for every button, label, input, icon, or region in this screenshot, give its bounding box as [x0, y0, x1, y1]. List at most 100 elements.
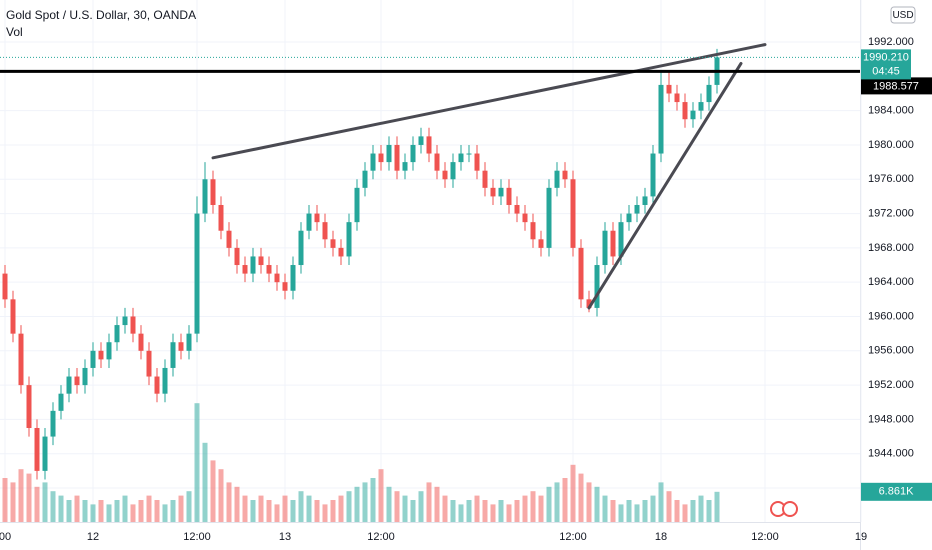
- volume-bar: [626, 500, 632, 522]
- volume-bar: [458, 504, 464, 522]
- chart-title: Gold Spot / U.S. Dollar, 30, OANDA: [6, 8, 196, 22]
- candle-body: [490, 187, 496, 197]
- x-tick-label: 12:00: [751, 531, 779, 543]
- candle-body: [250, 256, 256, 274]
- candle-body: [234, 247, 240, 266]
- volume-bar: [314, 500, 320, 522]
- y-tick-label: 1992.000: [868, 36, 914, 48]
- volume-bar: [106, 504, 112, 522]
- candle-body: [154, 376, 160, 394]
- candle-body: [442, 170, 448, 180]
- trendline: [587, 61, 743, 310]
- volume-bar: [266, 500, 272, 522]
- volume-bar: [50, 491, 56, 522]
- volume-bar: [322, 504, 328, 522]
- candle-body: [602, 230, 608, 266]
- candle-body: [418, 136, 424, 145]
- candle-body: [306, 213, 312, 231]
- trendline: [211, 43, 767, 160]
- volume-bar: [66, 500, 72, 522]
- x-tick-label: 18: [655, 531, 667, 543]
- volume-bar: [714, 491, 720, 522]
- volume-bar: [210, 460, 216, 522]
- candle-body: [106, 342, 112, 360]
- volume-bar: [202, 442, 208, 522]
- candle-body: [50, 410, 56, 437]
- x-tick-label: 13: [279, 531, 291, 543]
- volume-bar: [370, 478, 376, 522]
- volume-label: Vol: [6, 25, 23, 39]
- y-tick-label: 1944.000: [868, 448, 914, 460]
- volume-bar: [658, 482, 664, 522]
- volume-bar: [498, 500, 504, 522]
- volume-bar: [562, 478, 568, 522]
- candle-body: [210, 179, 216, 205]
- x-tick-label: 12:00: [367, 531, 395, 543]
- volume-bar: [186, 491, 192, 522]
- candle-body: [98, 350, 104, 360]
- candle-body: [162, 367, 168, 394]
- candle-body: [274, 273, 280, 283]
- candle-body: [202, 179, 208, 214]
- level-label-box: [861, 77, 932, 95]
- volume-label-box: [861, 482, 932, 501]
- volume-bar: [402, 495, 408, 522]
- volume-bar: [618, 504, 624, 522]
- volume-bar: [594, 486, 600, 522]
- candle-body: [458, 153, 464, 163]
- candle-body: [378, 153, 384, 163]
- volume-bar: [530, 491, 536, 522]
- candle-body: [426, 136, 432, 154]
- candle-body: [194, 213, 200, 334]
- volume-bar: [26, 473, 32, 522]
- candle-body: [474, 153, 480, 171]
- volume-bar: [538, 495, 544, 522]
- volume-bar: [162, 504, 168, 522]
- x-tick-label: 19: [855, 531, 867, 543]
- candle-body: [90, 350, 96, 368]
- candle-body: [506, 187, 512, 205]
- candle-body: [146, 350, 152, 377]
- candle-body: [626, 213, 632, 223]
- candle-body: [450, 162, 456, 180]
- x-tick-label: 12: [87, 531, 99, 543]
- currency-box[interactable]: [890, 6, 916, 24]
- volume-bar: [138, 500, 144, 522]
- candle-body: [570, 179, 576, 248]
- volume-bar: [282, 495, 288, 522]
- volume-bar: [130, 504, 136, 522]
- candle-body: [522, 213, 528, 223]
- volume-bar: [698, 495, 704, 522]
- volume-bar: [18, 469, 24, 522]
- candle-body: [66, 376, 72, 394]
- candle-body: [706, 84, 712, 103]
- candle-body: [554, 170, 560, 188]
- candle-body: [410, 144, 416, 163]
- volume-bar: [82, 500, 88, 522]
- volume-bar: [466, 500, 472, 522]
- candles: [2, 48, 720, 480]
- volume-bar: [354, 486, 360, 522]
- x-tick-label: 00: [0, 531, 11, 543]
- volume-bar: [586, 482, 592, 522]
- currency[interactable]: USD: [892, 10, 913, 21]
- candle-body: [498, 187, 504, 197]
- candle-body: [178, 342, 184, 351]
- y-tick-label: 1948.000: [868, 413, 914, 425]
- volume-bar: [706, 500, 712, 522]
- volume-bar: [490, 504, 496, 522]
- volume-bar: [58, 495, 64, 522]
- candle-body: [282, 282, 288, 291]
- candle-body: [690, 110, 696, 120]
- candle-body: [562, 170, 568, 180]
- candle-body: [218, 204, 224, 231]
- volume-bar: [74, 495, 80, 522]
- candle-body: [322, 222, 328, 240]
- candle-body: [530, 222, 536, 240]
- volume-bar: [690, 500, 696, 522]
- volume-bar: [290, 500, 296, 522]
- candle-body: [362, 170, 368, 188]
- candle-body: [594, 265, 600, 308]
